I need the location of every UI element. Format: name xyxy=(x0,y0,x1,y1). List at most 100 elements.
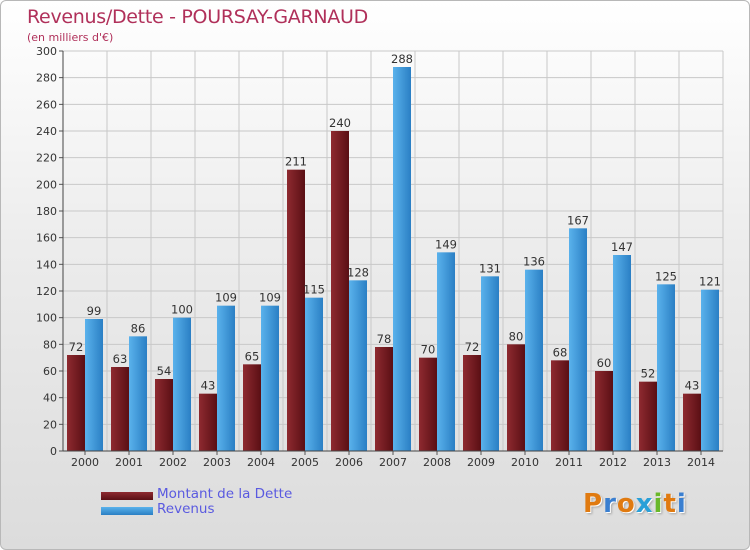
y-tick-label: 160 xyxy=(36,232,57,245)
dette-value-label: 70 xyxy=(421,343,436,357)
x-tick-label: 2005 xyxy=(291,456,319,469)
dette-value-label: 60 xyxy=(597,356,612,370)
y-tick-label: 180 xyxy=(36,205,57,218)
revenus-bar xyxy=(569,228,587,451)
revenus-bar xyxy=(173,317,191,451)
legend-label-dette: Montant de la Dette xyxy=(157,486,293,502)
dette-bar xyxy=(67,355,85,451)
x-tick-label: 2002 xyxy=(159,456,187,469)
x-tick-label: 2010 xyxy=(511,456,539,469)
dette-value-label: 54 xyxy=(157,364,172,378)
dette-value-label: 65 xyxy=(245,349,260,363)
y-tick-label: 80 xyxy=(43,338,57,351)
dette-bar xyxy=(199,393,217,451)
x-tick-label: 2007 xyxy=(379,456,407,469)
dette-bar xyxy=(375,347,393,451)
revenus-bar xyxy=(129,336,147,451)
dette-bar xyxy=(111,367,129,451)
revenus-bar xyxy=(393,67,411,451)
revenus-value-label: 149 xyxy=(435,237,457,251)
dette-value-label: 78 xyxy=(377,332,392,346)
dette-value-label: 211 xyxy=(285,155,307,169)
x-tick-label: 2009 xyxy=(467,456,495,469)
x-tick-label: 2003 xyxy=(203,456,231,469)
x-tick-label: 2008 xyxy=(423,456,451,469)
dette-value-label: 68 xyxy=(553,345,568,359)
chart-title: Revenus/Dette - POURSAY-GARNAUD xyxy=(27,6,368,28)
y-tick-label: 260 xyxy=(36,98,57,111)
x-tick-label: 2012 xyxy=(599,456,627,469)
revenus-value-label: 147 xyxy=(611,240,633,254)
x-tick-label: 2014 xyxy=(687,456,715,469)
revenus-bar xyxy=(85,319,103,451)
revenus-value-label: 128 xyxy=(347,265,369,279)
dette-bar xyxy=(331,131,349,451)
dette-value-label: 72 xyxy=(465,340,480,354)
dette-bar xyxy=(155,379,173,451)
dette-bar xyxy=(507,344,525,451)
value-labels: 72 99 63 86 54 100 43 109 65 109 211 115 240 128 78 288… xyxy=(69,52,721,393)
revenus-value-label: 109 xyxy=(215,291,237,305)
dette-bar xyxy=(463,355,481,451)
y-tick-label: 20 xyxy=(43,418,57,431)
revenus-bar xyxy=(349,280,367,451)
x-tick-label: 2001 xyxy=(115,456,143,469)
y-tick-label: 220 xyxy=(36,152,57,165)
revenus-value-label: 288 xyxy=(391,52,413,66)
legend-label-revenus: Revenus xyxy=(157,501,215,517)
dette-bar xyxy=(595,371,613,451)
logo-letter: t xyxy=(663,489,677,519)
x-tick-label: 2006 xyxy=(335,456,363,469)
proxiti-logo[interactable]: Proxiti xyxy=(583,489,687,519)
y-tick-label: 100 xyxy=(36,312,57,325)
logo-letter: i xyxy=(653,489,664,519)
revenus-bar xyxy=(261,305,279,451)
chart-subtitle: (en milliers d'€) xyxy=(27,31,114,44)
logo-letter: P xyxy=(583,489,604,519)
dette-value-label: 240 xyxy=(329,116,351,130)
dette-bar xyxy=(639,381,657,451)
x-tick-label: 2000 xyxy=(71,456,99,469)
dette-value-label: 63 xyxy=(113,352,128,366)
revenus-value-label: 121 xyxy=(699,275,721,289)
revenus-bar xyxy=(701,289,719,451)
revenus-bar xyxy=(481,276,499,451)
dette-value-label: 52 xyxy=(641,367,656,381)
dette-bar xyxy=(287,169,305,451)
dette-value-label: 43 xyxy=(685,379,700,393)
y-tick-label: 140 xyxy=(36,258,57,271)
revenus-bar xyxy=(305,297,323,451)
logo-letter: o xyxy=(616,489,636,519)
axes: 0 20 40 60 80 100 120 140 160 180 200 220 240 260 280 3… xyxy=(36,45,723,469)
revenus-value-label: 167 xyxy=(567,213,589,227)
x-tick-label: 2013 xyxy=(643,456,671,469)
revenus-value-label: 115 xyxy=(303,283,325,297)
logo-letter: r xyxy=(603,489,617,519)
revenus-value-label: 109 xyxy=(259,291,281,305)
revenus-swatch-icon xyxy=(101,507,153,515)
bars xyxy=(67,67,719,451)
y-tick-label: 240 xyxy=(36,125,57,138)
revenus-value-label: 99 xyxy=(87,304,102,318)
y-tick-label: 60 xyxy=(43,365,57,378)
revenus-bar xyxy=(613,255,631,451)
dette-swatch-icon xyxy=(101,492,153,500)
x-tick-label: 2004 xyxy=(247,456,275,469)
dette-value-label: 43 xyxy=(201,379,216,393)
y-tick-label: 280 xyxy=(36,72,57,85)
y-tick-label: 200 xyxy=(36,178,57,191)
revenus-value-label: 86 xyxy=(131,321,146,335)
dette-value-label: 80 xyxy=(509,329,524,343)
dette-bar xyxy=(551,360,569,451)
y-tick-label: 120 xyxy=(36,285,57,298)
dette-bar xyxy=(683,393,701,451)
dette-bar xyxy=(243,364,261,451)
dette-bar xyxy=(419,357,437,451)
y-tick-label: 300 xyxy=(36,45,57,58)
revenus-value-label: 136 xyxy=(523,255,545,269)
x-tick-label: 2011 xyxy=(555,456,583,469)
logo-letter: x xyxy=(635,489,654,519)
revenus-value-label: 131 xyxy=(479,261,501,275)
